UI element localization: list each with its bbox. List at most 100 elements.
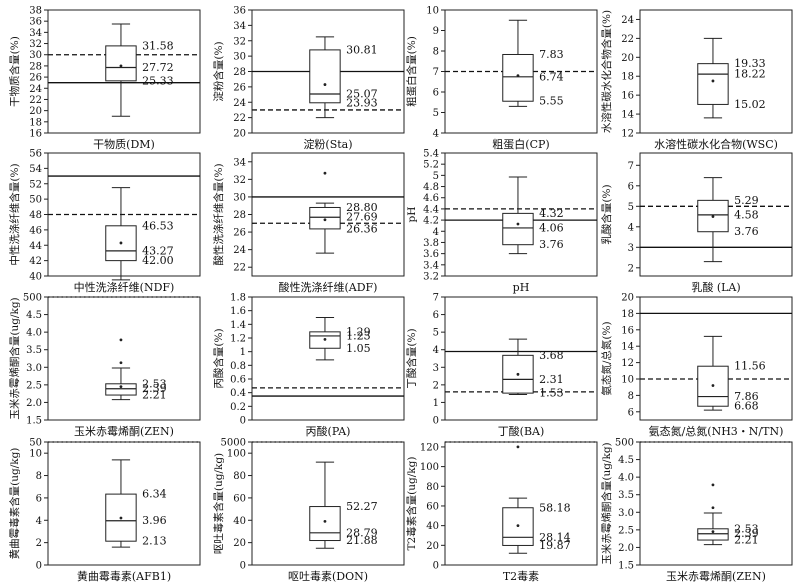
- x-axis-label: 氨态氮/总氮(NH3・N/TN): [649, 424, 784, 438]
- y-tick-label: 4.5: [26, 310, 42, 321]
- y-tick-label: 10: [29, 449, 42, 460]
- iqr-box: [502, 53, 534, 102]
- y-tick-label: 28: [233, 210, 246, 221]
- y-tick-label: 0: [433, 561, 439, 572]
- y-axis-label: 干物质含量(%): [8, 36, 21, 107]
- y-tick-label: 26: [233, 82, 246, 93]
- value-label: 28.80: [346, 201, 378, 214]
- y-tick-label: 120: [420, 442, 439, 453]
- y-tick-label: 52: [29, 179, 42, 190]
- iqr-box: [105, 45, 137, 82]
- y-tick-label: 7: [628, 161, 634, 172]
- mean-marker: [323, 218, 327, 222]
- value-label: 2.39: [734, 527, 759, 540]
- value-label: 2.53: [142, 377, 167, 390]
- y-tick-label: 40: [29, 272, 42, 283]
- y-tick-label: 4.0: [26, 328, 42, 339]
- plot-frame: [47, 296, 201, 421]
- mean-marker: [323, 519, 327, 523]
- outlier-point: [711, 506, 715, 510]
- iqr-box: [309, 49, 341, 104]
- value-label: 2.21: [734, 534, 759, 547]
- plot-frame: [47, 441, 201, 566]
- y-tick-label: 20: [621, 293, 634, 304]
- x-axis-label: 粗蛋白(CP): [492, 137, 549, 151]
- value-label: 18.22: [734, 68, 766, 81]
- y-axis-label: 中性洗涤纤维含量(%): [8, 163, 21, 265]
- value-label: 2.39: [142, 382, 167, 395]
- value-label: 25.33: [142, 74, 174, 87]
- y-tick-label: 5: [433, 171, 439, 182]
- mean-marker: [119, 241, 123, 245]
- iqr-box: [697, 528, 729, 541]
- y-tick-label: 4: [628, 222, 634, 233]
- y-tick-label: 24: [233, 245, 246, 256]
- y-axis-label: 丁酸含量(%): [405, 328, 418, 388]
- value-label: 3.76: [539, 238, 564, 251]
- y-axis-label: pH: [406, 207, 418, 223]
- mean-marker: [119, 516, 123, 520]
- y-tick-label: 500: [23, 293, 42, 304]
- y-axis-label: 淀粉含量(%): [212, 41, 225, 101]
- chart-panel-3: 4 5 6 7 8 9 10 7.83 6.74 5.55 粗蛋白(CP) 粗蛋白含量(%): [405, 6, 598, 151]
- y-tick-label: 16: [621, 91, 634, 102]
- value-label: 2.53: [734, 522, 759, 535]
- value-label: 27.69: [346, 211, 378, 224]
- mean-marker: [516, 222, 520, 226]
- y-tick-label: 4: [36, 516, 42, 527]
- y-tick-label: 6: [628, 407, 634, 418]
- y-tick-label: 18: [29, 117, 42, 128]
- y-tick-label: 34: [233, 157, 246, 168]
- value-label: 11.56: [734, 360, 766, 373]
- y-tick-label: 34: [29, 28, 42, 39]
- mean-marker: [323, 83, 327, 86]
- y-tick-label: 20: [29, 106, 42, 117]
- plot-frame: [639, 441, 793, 566]
- y-tick-label: 2: [628, 263, 634, 274]
- y-tick-label: 100: [420, 462, 439, 473]
- y-tick-label: 1: [433, 398, 439, 409]
- mean-marker: [711, 384, 715, 387]
- value-label: 21.88: [346, 534, 378, 547]
- y-tick-label: 54: [29, 164, 42, 175]
- outlier-point: [516, 445, 520, 449]
- y-tick-label: 32: [233, 36, 246, 47]
- y-axis-label: 玉米赤霉烯酮含量(ug/kg): [8, 297, 21, 419]
- y-tick-label: 5000: [221, 438, 246, 449]
- y-tick-label: 4: [433, 345, 439, 356]
- y-tick-label: 2.5: [618, 525, 634, 536]
- y-tick-label: 4.5: [618, 455, 634, 466]
- y-tick-label: 3.5: [618, 490, 634, 501]
- y-tick-label: 20: [426, 541, 439, 552]
- y-tick-label: 36: [233, 6, 246, 17]
- y-tick-label: 24: [621, 15, 634, 26]
- value-label: 4.32: [539, 207, 564, 220]
- plot-frame: [251, 441, 405, 566]
- iqr-box: [697, 63, 729, 105]
- y-tick-label: 0: [240, 416, 246, 427]
- outlier-point: [323, 171, 327, 175]
- y-tick-label: 50: [29, 195, 42, 206]
- y-axis-label: 黄曲霉毒素含量(ug/kg): [8, 448, 21, 560]
- mean-marker: [516, 524, 520, 528]
- y-tick-label: 500: [615, 438, 634, 449]
- x-axis-label: 丁酸(BA): [498, 424, 545, 438]
- y-tick-label: 6: [628, 181, 634, 192]
- iqr-box: [105, 383, 137, 396]
- y-tick-label: 60: [426, 501, 439, 512]
- y-axis-label: T2毒素含量(ug/kg): [405, 457, 418, 551]
- value-label: 5.55: [539, 95, 564, 108]
- y-tick-label: 22: [233, 263, 246, 274]
- y-tick-label: 38: [29, 6, 42, 17]
- y-tick-label: 3.0: [26, 363, 42, 374]
- chart-panel-8: 2 3 4 5 6 7 5.294.58 3.76 乳酸 (LA) 乳酸含量(%): [600, 152, 793, 294]
- x-axis-label: pH: [513, 281, 530, 294]
- chart-panel-16: 1.5 2.0 2.5 3.0 3.5 4.0 4.5 500 2.532.392.21 玉米赤霉…: [600, 438, 793, 583]
- value-label: 2.21: [142, 389, 167, 402]
- y-tick-label: 4: [433, 227, 439, 238]
- x-axis-label: 乳酸 (LA): [691, 280, 740, 294]
- y-tick-label: 22: [233, 113, 246, 124]
